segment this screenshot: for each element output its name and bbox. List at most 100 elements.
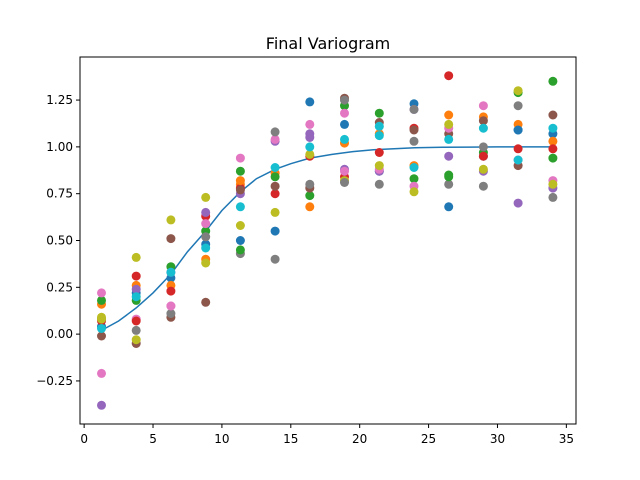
scatter-point: [409, 104, 419, 114]
scatter-point: [270, 226, 280, 236]
scatter-point: [235, 185, 245, 195]
y-tick-label: −0.25: [36, 374, 73, 388]
scatter-point: [409, 136, 419, 146]
scatter-point: [305, 179, 315, 189]
scatter-point: [97, 400, 106, 410]
y-tick-label: 1.00: [46, 140, 73, 154]
scatter-point: [270, 127, 280, 137]
scatter-point: [131, 316, 141, 326]
scatter-point: [548, 144, 558, 154]
scatter-point: [374, 148, 384, 157]
scatter-point: [97, 331, 106, 341]
scatter-point: [478, 101, 488, 111]
scatter-point: [305, 142, 315, 152]
scatter-point: [513, 198, 523, 208]
x-tick-label: 35: [559, 432, 574, 446]
scatter-point: [97, 324, 106, 333]
scatter-point: [478, 181, 488, 191]
model-curve: [101, 146, 553, 332]
scatter-point: [409, 187, 419, 197]
scatter-point: [97, 288, 106, 298]
scatter-point: [201, 243, 211, 253]
scatter-point: [444, 179, 454, 189]
scatter-point: [548, 123, 558, 133]
scatter-point: [305, 119, 315, 129]
scatter-point: [478, 164, 488, 174]
x-tick-label: 10: [214, 432, 229, 446]
scatter-point: [478, 142, 488, 152]
scatter-point: [270, 163, 280, 172]
scatter-point: [235, 202, 245, 212]
scatter-point: [270, 189, 280, 199]
axis-ticks: 0 5 10 15 20 25 30 35 −0.25 0.00 0.25 0.50 0.75 1.00 1…: [36, 93, 574, 446]
scatter-point: [340, 119, 349, 129]
scatter-point: [513, 155, 523, 165]
scatter-point: [374, 121, 384, 131]
scatter-point: [166, 286, 176, 296]
scatter-point: [166, 301, 176, 311]
scatter-point: [444, 110, 454, 120]
scatter-point: [478, 123, 488, 133]
plot-area: [97, 71, 558, 410]
scatter-point: [131, 252, 141, 262]
scatter-point: [444, 151, 454, 161]
scatter-point: [235, 166, 245, 176]
scatter-point: [131, 292, 141, 302]
scatter-point: [340, 166, 349, 176]
scatter-point: [513, 86, 523, 96]
scatter-point: [548, 76, 558, 86]
scatter-point: [235, 245, 245, 255]
y-tick-label: 0.00: [46, 327, 73, 341]
scatter-point: [235, 153, 245, 163]
scatter-point: [444, 202, 454, 212]
scatter-point: [201, 207, 211, 217]
scatter-point: [235, 236, 245, 245]
x-tick-label: 0: [80, 432, 88, 446]
scatter-point: [166, 215, 176, 225]
scatter-point: [97, 314, 106, 324]
scatter-point: [131, 325, 141, 335]
scatter-point: [374, 131, 384, 141]
scatter-point: [201, 219, 211, 229]
y-tick-label: 0.75: [46, 187, 73, 201]
scatter-point: [548, 110, 558, 120]
scatter-point: [235, 176, 245, 186]
y-tick-label: 0.25: [46, 280, 73, 294]
scatter-point: [270, 207, 280, 217]
y-tick-label: 0.50: [46, 234, 73, 248]
scatter-point: [340, 95, 349, 105]
scatter-point: [478, 151, 488, 161]
scatter-point: [444, 71, 454, 81]
scatter-point: [270, 254, 280, 264]
scatter-point: [513, 101, 523, 111]
chart-title: Final Variogram: [266, 34, 390, 53]
scatter-point: [305, 202, 315, 212]
scatter-point: [235, 221, 245, 230]
scatter-point: [548, 136, 558, 146]
scatter-point: [305, 133, 315, 142]
scatter-point: [131, 271, 141, 281]
scatter-point: [270, 181, 280, 191]
scatter-point: [131, 335, 141, 345]
scatter-point: [131, 284, 141, 294]
scatter-point: [270, 134, 280, 144]
scatter-point: [201, 297, 211, 307]
scatter-point: [305, 97, 315, 107]
scatter-point: [409, 163, 419, 172]
x-tick-label: 15: [283, 432, 298, 446]
x-tick-label: 5: [149, 432, 157, 446]
x-tick-label: 25: [421, 432, 436, 446]
scatter-point: [548, 192, 558, 202]
scatter-point: [340, 108, 349, 118]
scatter-point: [166, 309, 176, 318]
scatter-point: [340, 178, 349, 187]
scatter-point: [478, 116, 488, 126]
scatter-point: [374, 108, 384, 118]
scatter-point: [201, 192, 211, 202]
scatter-point: [201, 258, 211, 268]
scatter-point: [166, 267, 176, 277]
scatter-point: [444, 172, 454, 182]
